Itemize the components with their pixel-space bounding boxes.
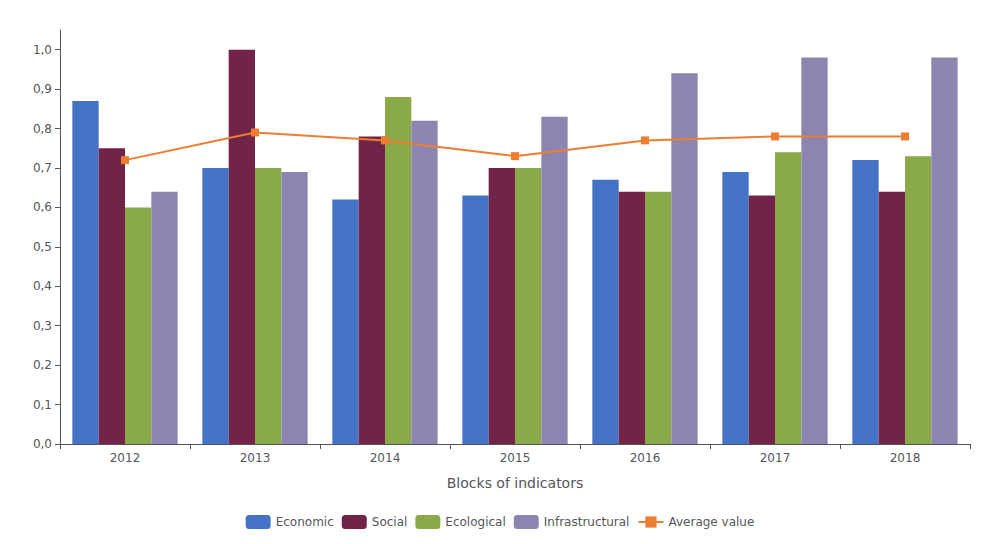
- svg-text:0,9: 0,9: [33, 82, 52, 96]
- svg-text:2012: 2012: [110, 451, 141, 465]
- svg-text:Ecological: Ecological: [445, 515, 505, 529]
- svg-text:2018: 2018: [890, 451, 921, 465]
- svg-text:2016: 2016: [630, 451, 661, 465]
- svg-text:0,3: 0,3: [33, 319, 52, 333]
- svg-text:1,0: 1,0: [33, 43, 52, 57]
- svg-text:Social: Social: [372, 515, 408, 529]
- svg-text:Infrastructural: Infrastructural: [544, 515, 630, 529]
- svg-text:2015: 2015: [500, 451, 531, 465]
- svg-text:Average value: Average value: [668, 515, 754, 529]
- svg-text:0,1: 0,1: [33, 398, 52, 412]
- svg-text:0,0: 0,0: [33, 437, 52, 451]
- svg-text:0,7: 0,7: [33, 161, 52, 175]
- svg-text:2013: 2013: [240, 451, 271, 465]
- svg-text:0,4: 0,4: [33, 279, 52, 293]
- svg-text:0,8: 0,8: [33, 122, 52, 136]
- svg-text:0,6: 0,6: [33, 200, 52, 214]
- svg-text:0,5: 0,5: [33, 240, 52, 254]
- svg-text:0,2: 0,2: [33, 358, 52, 372]
- svg-text:Blocks of indicators: Blocks of indicators: [447, 475, 583, 491]
- svg-text:Economic: Economic: [276, 515, 334, 529]
- svg-text:2014: 2014: [370, 451, 401, 465]
- svg-text:2017: 2017: [760, 451, 791, 465]
